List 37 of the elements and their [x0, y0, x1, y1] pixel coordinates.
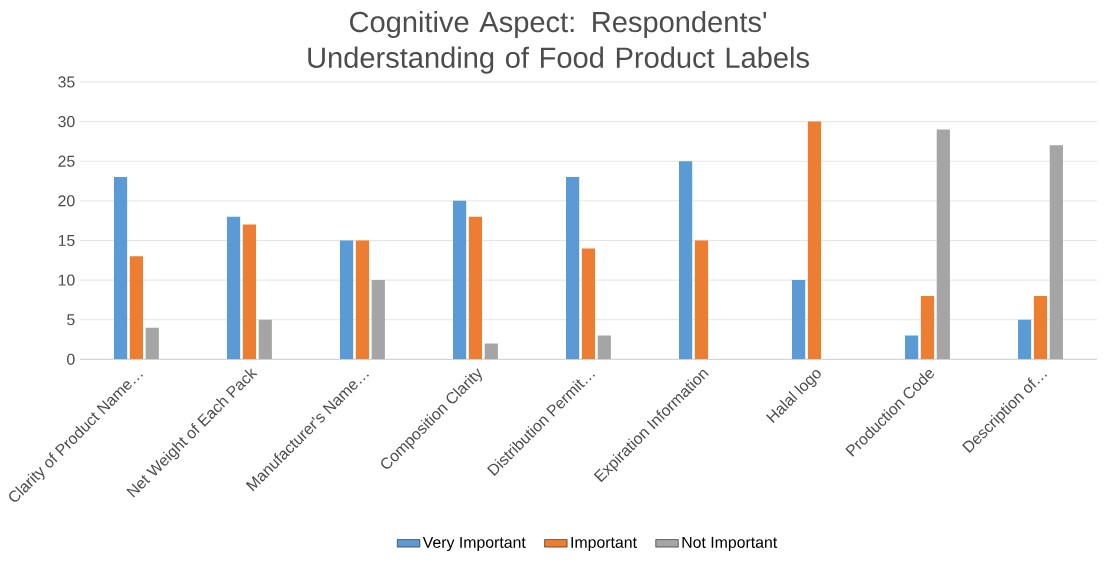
bar: [355, 240, 370, 360]
bar: [792, 280, 806, 360]
y-tick-label: 10: [58, 274, 75, 286]
bar: [226, 216, 241, 360]
y-tick-label: 0: [67, 353, 75, 366]
bar: [452, 200, 467, 360]
bar: [242, 224, 257, 360]
bar: [145, 327, 159, 360]
legend-label: Not Important: [682, 537, 778, 552]
bar: [339, 240, 354, 360]
bar: [1033, 296, 1048, 360]
legend-label: Very Important: [422, 537, 526, 552]
bar: [566, 177, 580, 360]
bar: [920, 296, 935, 360]
bar: [807, 121, 822, 360]
bar: [484, 343, 498, 360]
bar: [113, 177, 128, 360]
y-tick-label: 35: [58, 76, 75, 88]
bar: [258, 319, 272, 360]
y-tick-label: 5: [67, 314, 75, 326]
bar: [468, 216, 483, 360]
y-tick-label: 30: [58, 116, 75, 128]
y-tick-label: 20: [58, 195, 75, 207]
bar: [1018, 319, 1032, 360]
bar: [694, 240, 709, 360]
bar: [679, 161, 693, 360]
bar: [371, 280, 385, 360]
bar: [936, 129, 950, 360]
bar: [129, 256, 144, 360]
bar: [905, 335, 919, 360]
y-tick-label: 15: [58, 235, 75, 247]
y-tick-label: 25: [58, 155, 75, 167]
chart-title: Cognitive Aspect: Respondents' Understanding of Food Product Labels: [308, 11, 809, 74]
bar: [597, 335, 611, 360]
bar: [1049, 145, 1063, 360]
bar: [581, 248, 596, 360]
legend-label: Important: [571, 537, 637, 552]
